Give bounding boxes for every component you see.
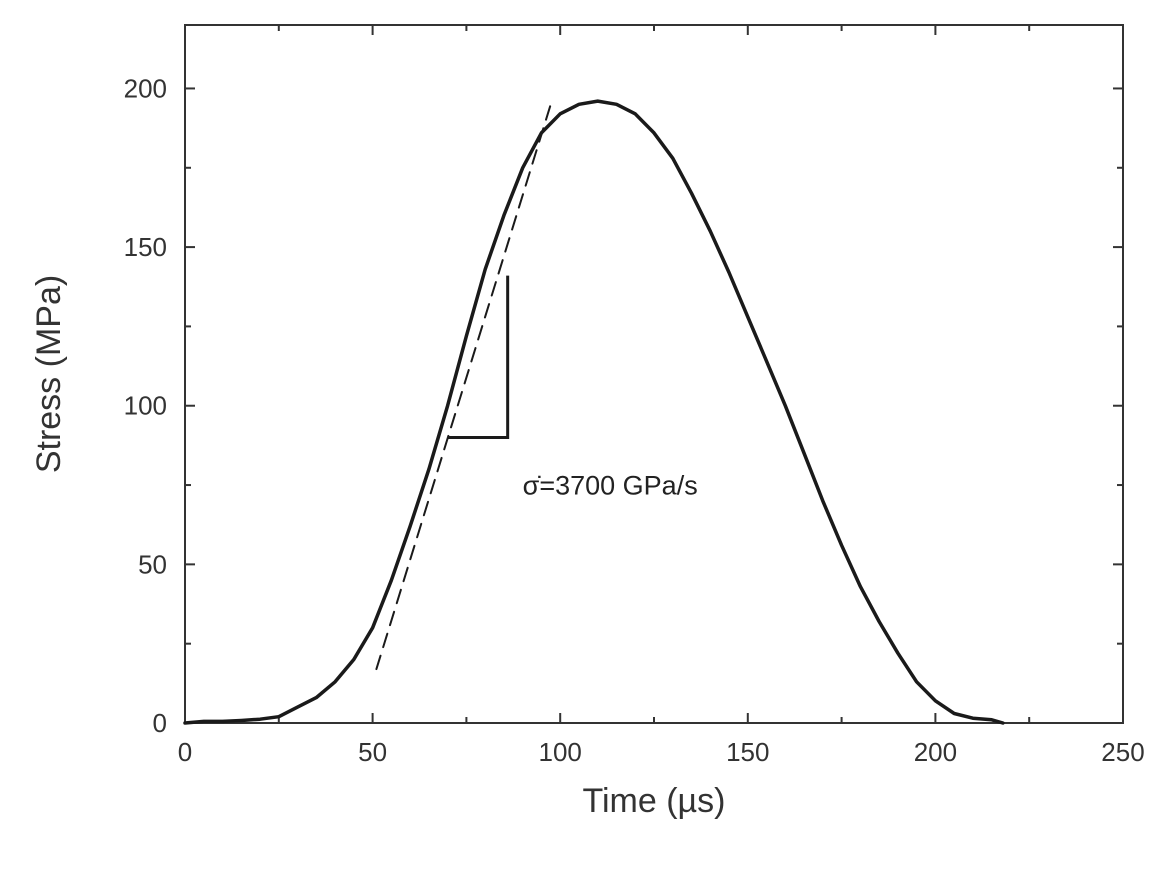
y-tick-label: 150 <box>124 232 167 262</box>
y-axis-ticks: 0 50 100 150 200 <box>124 73 1123 738</box>
x-tick-label: 0 <box>178 737 192 767</box>
y-tick-label: 50 <box>138 549 167 579</box>
y-tick-label: 0 <box>153 708 167 738</box>
tangent-dashed-line <box>375 97 554 671</box>
stress-curve-line <box>183 99 1005 725</box>
x-tick-label: 100 <box>539 737 582 767</box>
y-axis-title: Stress (MPa) <box>30 275 68 473</box>
x-tick-label: 50 <box>358 737 387 767</box>
y-tick-label: 100 <box>124 391 167 421</box>
x-axis-title: Time (µs) <box>583 782 726 820</box>
plot-frame <box>184 24 1124 724</box>
series-layer <box>183 97 1005 725</box>
x-tick-label: 150 <box>726 737 769 767</box>
x-tick-label: 250 <box>1101 737 1144 767</box>
x-tick-label: 200 <box>914 737 957 767</box>
annotation-layer: σ̇=3700 GPa/s <box>523 471 698 501</box>
y-tick-label: 200 <box>124 73 167 103</box>
strain-rate-annotation: σ̇=3700 GPa/s <box>523 471 698 501</box>
x-axis-ticks: 0 50 100 150 200 250 <box>178 25 1145 767</box>
slope-triangle <box>447 275 510 439</box>
